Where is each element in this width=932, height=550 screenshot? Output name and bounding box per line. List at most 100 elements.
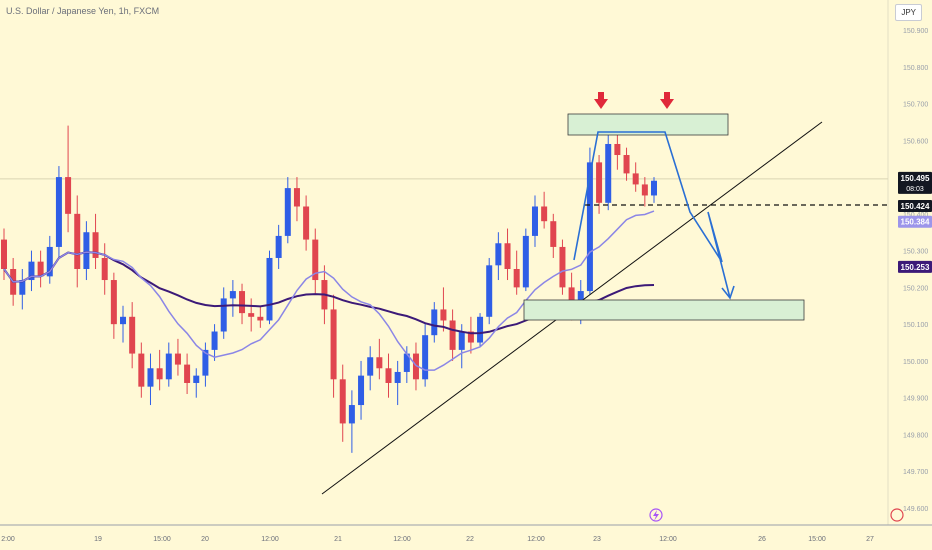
price-tag-level bbox=[898, 200, 932, 213]
candle-body bbox=[293, 188, 300, 207]
price-tag-ma-fast bbox=[898, 215, 932, 228]
x-tick-label: 12:00 bbox=[393, 536, 411, 543]
candle-body bbox=[513, 269, 520, 288]
candle-body bbox=[486, 265, 493, 317]
y-tick-label: 150.300 bbox=[903, 249, 928, 256]
y-tick-label: 149.800 bbox=[903, 432, 928, 439]
candle-body bbox=[239, 291, 246, 314]
y-tick-label: 149.900 bbox=[903, 396, 928, 403]
ma-fast-line bbox=[3, 210, 655, 371]
candle-body bbox=[504, 243, 511, 269]
candle-body bbox=[367, 357, 374, 376]
x-tick-label: 2:00 bbox=[1, 536, 15, 543]
candle-body bbox=[193, 375, 200, 383]
candle-body bbox=[623, 155, 630, 174]
x-tick-label: 22 bbox=[466, 536, 474, 543]
candle-body bbox=[586, 162, 593, 292]
candle-body bbox=[202, 349, 209, 376]
candle-body bbox=[376, 357, 383, 369]
candle-body bbox=[257, 316, 264, 321]
x-tick-label: 27 bbox=[866, 536, 874, 543]
candle-body bbox=[348, 405, 355, 424]
candle-body bbox=[229, 291, 236, 299]
down-arrow-icon bbox=[660, 99, 674, 109]
candle-body bbox=[477, 316, 484, 343]
candle-body bbox=[422, 335, 429, 380]
candle-body bbox=[156, 368, 163, 380]
y-tick-label: 150.400 bbox=[903, 212, 928, 219]
price-tag-value: 150.384 bbox=[901, 218, 930, 227]
x-tick-label: 21 bbox=[334, 536, 342, 543]
x-tick-label: 19 bbox=[94, 536, 102, 543]
candle-body bbox=[147, 368, 154, 387]
candle-body bbox=[312, 239, 319, 281]
candle-body bbox=[220, 298, 227, 332]
candle-body bbox=[83, 232, 90, 269]
price-tag-value: 150.424 bbox=[901, 202, 930, 211]
price-tag-countdown: 08:03 bbox=[906, 186, 924, 193]
candle-body bbox=[19, 280, 26, 295]
x-tick-label: 12:00 bbox=[659, 536, 677, 543]
x-tick-label: 23 bbox=[593, 536, 601, 543]
candle-body bbox=[440, 309, 447, 321]
candle-body bbox=[550, 221, 557, 247]
candle-body bbox=[394, 371, 401, 383]
resistance-zone bbox=[567, 113, 729, 136]
y-tick-label: 150.200 bbox=[903, 285, 928, 292]
candle-body bbox=[531, 206, 538, 236]
candle-body bbox=[101, 257, 108, 281]
lightning-icon-bolt bbox=[653, 510, 659, 521]
candle-body bbox=[1, 239, 7, 269]
candle-body bbox=[74, 213, 81, 269]
price-tag-ma-slow bbox=[898, 260, 932, 273]
projection-arrowhead bbox=[721, 285, 735, 300]
x-tick-label: 15:00 bbox=[153, 536, 171, 543]
down-arrow-icon bbox=[594, 99, 608, 109]
candle-body bbox=[458, 331, 465, 350]
candle-body bbox=[92, 232, 99, 258]
down-arrow-icon bbox=[598, 92, 604, 99]
currency-button[interactable]: JPY bbox=[895, 4, 922, 21]
candle-body bbox=[303, 206, 310, 240]
chart-title: U.S. Dollar / Japanese Yen, 1h, FXCM bbox=[6, 6, 160, 16]
candle-body bbox=[403, 353, 410, 372]
candle-body bbox=[165, 353, 172, 380]
candle-body bbox=[651, 180, 657, 196]
candle-body bbox=[495, 243, 502, 266]
candle-body bbox=[266, 257, 273, 321]
candle-body bbox=[412, 353, 419, 380]
candle-body bbox=[632, 173, 639, 185]
candle-body bbox=[284, 188, 291, 236]
price-tag-value: 150.495 bbox=[901, 174, 930, 183]
candle-body bbox=[614, 143, 621, 156]
price-tag-value: 150.253 bbox=[901, 263, 930, 272]
y-tick-label: 150.900 bbox=[903, 28, 928, 35]
price-tag-last bbox=[898, 171, 932, 194]
x-tick-label: 20 bbox=[201, 536, 209, 543]
candle-body bbox=[522, 235, 529, 288]
candle-body bbox=[138, 353, 145, 387]
candle-body bbox=[65, 177, 72, 214]
candle-body bbox=[184, 364, 191, 383]
ma-slow-line bbox=[3, 251, 655, 335]
support-zone bbox=[523, 299, 805, 321]
candle-body bbox=[120, 316, 127, 325]
candle-body bbox=[568, 287, 575, 310]
x-tick-label: 12:00 bbox=[527, 536, 545, 543]
candle-body bbox=[110, 280, 117, 325]
candle-body bbox=[275, 235, 282, 258]
y-tick-label: 150.700 bbox=[903, 102, 928, 109]
y-tick-label: 149.600 bbox=[903, 506, 928, 513]
candle-body bbox=[330, 309, 337, 380]
candle-body bbox=[211, 331, 218, 350]
x-tick-label: 12:00 bbox=[261, 536, 279, 543]
down-arrow-icon bbox=[664, 92, 670, 99]
candle-body bbox=[28, 261, 35, 281]
candle-body bbox=[385, 368, 392, 383]
y-tick-label: 150.000 bbox=[903, 359, 928, 366]
candle-body bbox=[449, 320, 456, 350]
candle-body bbox=[467, 331, 474, 343]
candle-body bbox=[339, 379, 346, 424]
candle-body bbox=[129, 316, 136, 354]
